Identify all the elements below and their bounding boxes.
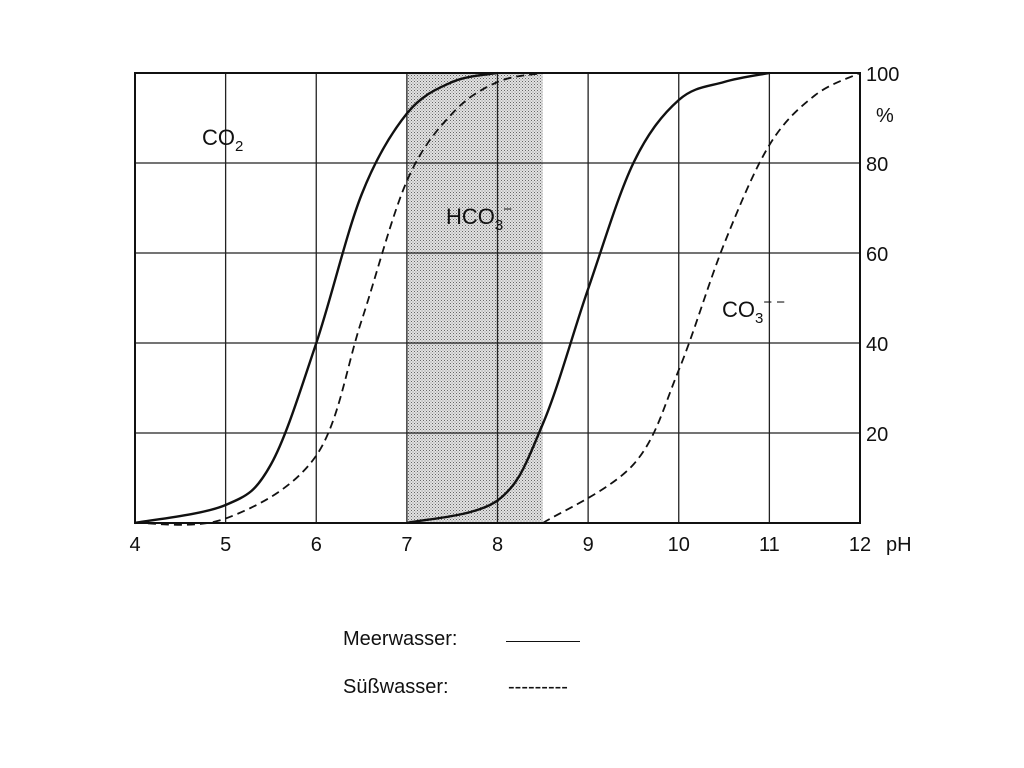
x-tick-label: 6 bbox=[311, 534, 322, 556]
legend-suesswasser-sample: --------- bbox=[508, 676, 568, 698]
x-tick-label: 12 bbox=[849, 534, 871, 556]
ph-carbonate-chart: 4 5 6 7 8 9 10 11 12 20 40 60 80 100 CO2 HCO3− CO3− −… bbox=[129, 64, 912, 556]
co3-superscript: − − bbox=[763, 294, 785, 311]
x-tick-label: 5 bbox=[220, 534, 231, 556]
series-line-meerwasser-2 bbox=[406, 71, 770, 525]
y-tick-label: 100 bbox=[866, 64, 899, 86]
series-line-suesswasser-1 bbox=[134, 72, 543, 526]
x-tick-label: 10 bbox=[668, 534, 690, 556]
x-tick-label: 7 bbox=[401, 534, 412, 556]
legend-suesswasser: Süßwasser: bbox=[343, 676, 449, 699]
series-line-suesswasser-3 bbox=[542, 72, 861, 524]
hco3-shaded-band bbox=[406, 73, 543, 523]
co3-label: CO3− − bbox=[722, 294, 785, 327]
x-tick-label: 11 bbox=[759, 534, 780, 556]
legend-suesswasser-label: Süßwasser: bbox=[343, 676, 449, 698]
legend-meerwasser: Meerwasser: bbox=[343, 628, 457, 651]
x-tick-label: 9 bbox=[583, 534, 594, 556]
series-line-meerwasser-0 bbox=[134, 71, 498, 525]
x-tick-label: 8 bbox=[492, 534, 503, 556]
y-unit-label: % bbox=[876, 105, 894, 127]
x-tick-label: 4 bbox=[129, 534, 140, 556]
y-tick-label: 20 bbox=[866, 424, 888, 446]
hco3-superscript: − bbox=[503, 201, 512, 218]
co3-subscript: 3 bbox=[755, 310, 763, 327]
y-tick-label: 60 bbox=[866, 244, 888, 266]
hco3-label: HCO3− bbox=[446, 201, 512, 234]
x-unit-label: pH bbox=[886, 534, 912, 556]
legend-meerwasser-sample bbox=[506, 641, 580, 642]
legend-meerwasser-label: Meerwasser: bbox=[343, 628, 458, 650]
y-tick-label: 40 bbox=[866, 334, 888, 356]
y-tick-label: 80 bbox=[866, 154, 888, 176]
co2-subscript: 2 bbox=[235, 138, 243, 155]
hco3-subscript: 3 bbox=[495, 217, 503, 234]
co2-label: CO2 bbox=[202, 125, 243, 155]
